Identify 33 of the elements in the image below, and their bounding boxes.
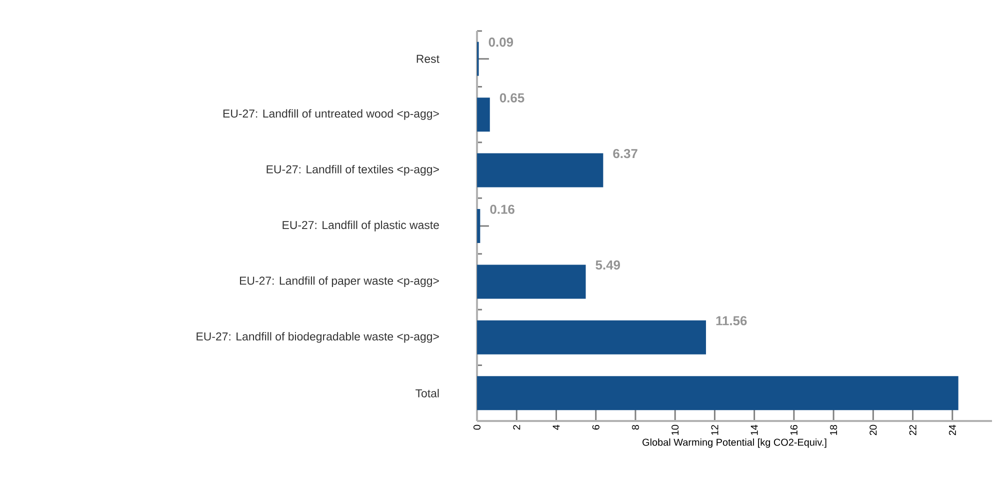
bar — [477, 153, 604, 188]
y-tick-label: EU-27: Landfill of paper waste <p-agg> — [240, 276, 439, 288]
bar — [477, 98, 490, 132]
x-tick-label: 8 — [632, 424, 639, 430]
x-tick-label: 6 — [592, 424, 600, 430]
x-tick-label: 2 — [513, 425, 520, 430]
x-tick-label: 18 — [830, 424, 838, 435]
x-axis-title: Global Warming Potential [kg CO2-Equiv.] — [642, 438, 826, 448]
y-tick-label: Rest — [416, 54, 440, 63]
data-label: 0.16 — [490, 204, 514, 214]
x-tick-label: 20 — [870, 424, 877, 436]
x-tick-label: 24 — [948, 424, 956, 436]
y-tick-label: EU-27: Landfill of untreated wood <p-agg> — [223, 109, 439, 120]
y-tick-label: EU-27: Landfill of textiles <p-agg> — [266, 164, 439, 176]
x-tick-label: 16 — [790, 424, 798, 435]
x-tick-label: 12 — [711, 425, 718, 435]
bar — [477, 376, 958, 410]
data-label: 6.37 — [613, 148, 638, 158]
x-tick-label: 10 — [672, 424, 679, 435]
bar — [477, 320, 706, 354]
x-tick-label: 14 — [750, 424, 758, 435]
data-label: 5.49 — [596, 260, 620, 270]
bar — [477, 264, 586, 299]
x-tick-label: 0 — [473, 424, 481, 430]
x-tick-label: 22 — [909, 425, 916, 436]
x-tick-label: 4 — [552, 424, 560, 430]
data-label: 11.56 — [716, 316, 747, 326]
data-label: 0.65 — [500, 93, 524, 102]
data-label: 0.09 — [488, 38, 514, 47]
y-tick-label: Total — [416, 388, 439, 398]
y-tick-label: EU-27: Landfill of plastic waste — [282, 220, 439, 232]
y-tick-label: EU-27: Landfill of biodegradable waste <p-agg> — [196, 332, 439, 343]
bar — [477, 209, 480, 244]
